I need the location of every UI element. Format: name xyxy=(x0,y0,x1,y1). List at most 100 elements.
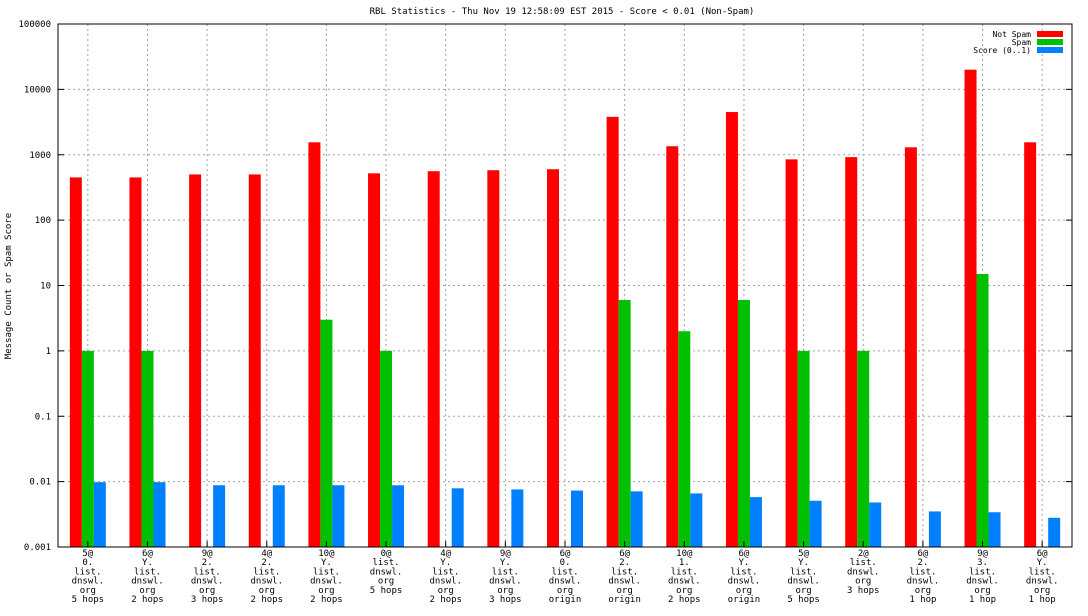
x-tick-label-line: org xyxy=(438,586,454,596)
x-tick-label-line: 0@ xyxy=(381,549,392,559)
x-tick-label-line: 6@ xyxy=(142,549,153,559)
x-tick-label: 9@ 3. list. dnswl. org 1 hop xyxy=(966,549,999,605)
x-tick-label: 6@ Y. list. dnswl. org origin xyxy=(728,549,761,605)
bar-not-spam xyxy=(845,157,858,547)
x-tick-label-line: 2 hops xyxy=(668,595,701,605)
x-tick-label-line: list. xyxy=(492,567,519,577)
x-tick-label: 10@ 1. list. dnswl. org 2 hops xyxy=(668,549,701,605)
bar-score-0-1 xyxy=(988,512,1001,547)
x-tick-label-line: org xyxy=(139,586,155,596)
x-tick-label-line: dnswl. xyxy=(370,567,403,577)
x-tick-label-line: 6@ xyxy=(560,549,571,559)
x-tick-label-line: org xyxy=(199,586,215,596)
x-tick-label-line: Y. xyxy=(321,558,332,568)
x-tick-label-line: 4@ xyxy=(440,549,451,559)
x-tick-label-line: list. xyxy=(909,567,936,577)
x-tick-label: 9@ 2. list. dnswl. org 3 hops xyxy=(191,549,224,605)
x-tick-label-line: org xyxy=(557,586,573,596)
bar-score-0-1 xyxy=(332,485,345,547)
x-tick-label: 5@ Y. list. dnswl. org 5 hops xyxy=(787,549,820,605)
x-tick-label-line: org xyxy=(80,586,96,596)
x-tick-label-line: Y. xyxy=(798,558,809,568)
x-tick-label-line: origin xyxy=(549,595,582,605)
y-tick-label: 0.001 xyxy=(24,543,51,553)
bar-not-spam xyxy=(725,112,738,547)
x-tick-label-line: list. xyxy=(551,567,578,577)
bar-not-spam xyxy=(69,177,82,547)
x-tick-label-line: 4@ xyxy=(261,549,272,559)
x-tick-label: 6@ 2. list. dnswl. org 1 hop xyxy=(907,549,940,605)
legend-label: Not Spam xyxy=(992,30,1031,39)
x-tick-label: 6@ 0. list. dnswl. org origin xyxy=(549,549,582,605)
x-tick-label-line: list. xyxy=(313,567,340,577)
bar-not-spam xyxy=(248,174,261,547)
x-tick-label-line: org xyxy=(676,586,692,596)
bar-score-0-1 xyxy=(809,500,822,547)
x-tick-label-line: dnswl. xyxy=(549,577,582,587)
bar-not-spam xyxy=(606,116,619,547)
x-tick-label: 2@ list. dnswl. org 3 hops xyxy=(847,549,880,596)
y-tick-label: 1 xyxy=(46,347,51,357)
x-tick-label-line: 0. xyxy=(560,558,571,568)
bar-spam xyxy=(737,300,750,547)
x-tick-label-line: list. xyxy=(850,558,877,568)
x-tick-label-line: 5 hops xyxy=(370,586,403,596)
bar-not-spam xyxy=(308,142,321,547)
x-tick-label-line: 2 hops xyxy=(131,595,164,605)
y-ticks: 0.001 0.01 0.1 1 10 100 1000 10000 100000 xyxy=(18,20,1072,553)
y-tick-label: 100 xyxy=(35,216,51,226)
x-tick-label-line: list. xyxy=(74,567,101,577)
bar-spam xyxy=(797,350,810,547)
x-tick-label-line: 6@ xyxy=(739,549,750,559)
x-tick-label-line: 6@ xyxy=(917,549,928,559)
y-axis-label: Message Count or Spam Score xyxy=(4,213,14,359)
x-tick-label-line: 2. xyxy=(917,558,928,568)
x-tick-label-line: dnswl. xyxy=(728,577,761,587)
bar-score-0-1 xyxy=(690,493,703,547)
x-tick-label-line: dnswl. xyxy=(72,577,105,587)
x-tick-label-line: list. xyxy=(969,567,996,577)
x-tick-label-line: 1 hop xyxy=(909,595,936,605)
plot-frame xyxy=(57,23,1073,548)
x-tick-label: 9@ Y. list. dnswl. org 3 hops xyxy=(489,549,522,605)
x-tick-label-line: list. xyxy=(790,567,817,577)
x-tick-label-line: 2 hops xyxy=(251,595,284,605)
legend-swatch xyxy=(1037,31,1063,37)
x-tick-label-line: dnswl. xyxy=(191,577,224,587)
x-tick-label-line: 10@ xyxy=(318,549,335,559)
x-tick-label-line: Y. xyxy=(739,558,750,568)
x-tick-label-line: list. xyxy=(432,567,459,577)
bar-not-spam xyxy=(368,173,381,547)
x-tick-label-line: 2 hops xyxy=(429,595,462,605)
x-tick-label-line: 2@ xyxy=(858,549,869,559)
x-tick-label-line: org xyxy=(497,586,513,596)
x-tick-label-line: org xyxy=(318,586,334,596)
x-tick-label-line: dnswl. xyxy=(310,577,343,587)
x-tick-label-line: 9@ xyxy=(202,549,213,559)
x-tick-label: 4@ 2. list. dnswl. org 2 hops xyxy=(251,549,284,605)
legend-label: Score (0..1) xyxy=(973,46,1031,55)
bar-spam xyxy=(678,331,691,547)
x-tick-label-line: org xyxy=(915,586,931,596)
bar-not-spam xyxy=(904,147,917,547)
x-tick-label-line: dnswl. xyxy=(668,577,701,587)
bar-score-0-1 xyxy=(928,511,941,547)
x-tick-label: 6@ Y. list. dnswl. org 2 hops xyxy=(131,549,164,605)
x-tick-label-line: list. xyxy=(671,567,698,577)
bar-score-0-1 xyxy=(93,482,106,547)
x-tick-label-line: 9@ xyxy=(977,549,988,559)
x-tick-label-line: Y. xyxy=(500,558,511,568)
x-tick-label-line: dnswl. xyxy=(1026,577,1059,587)
x-tick-label-line: dnswl. xyxy=(131,577,164,587)
bar-not-spam xyxy=(129,177,142,547)
x-tick-label-line: dnswl. xyxy=(489,577,522,587)
x-tick-label-line: list. xyxy=(611,567,638,577)
bar-not-spam xyxy=(189,174,202,547)
x-tick-label-line: org xyxy=(259,586,275,596)
y-tick-label: 10000 xyxy=(24,85,51,95)
x-tick-label-line: dnswl. xyxy=(847,567,880,577)
bar-score-0-1 xyxy=(571,490,583,547)
x-tick-label-line: list. xyxy=(194,567,221,577)
x-tick-label: 6@ Y. list. dnswl. org 1 hop xyxy=(1026,549,1059,605)
